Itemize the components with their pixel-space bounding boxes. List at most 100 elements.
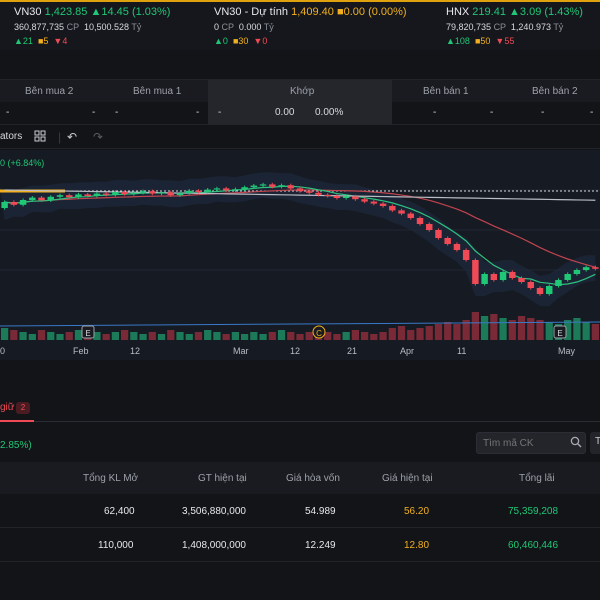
candle-body <box>509 272 516 278</box>
ticker-flat-count: ■50 <box>474 36 491 46</box>
candle-body <box>287 185 294 189</box>
candle-body <box>453 244 461 250</box>
buy1-volume: - <box>196 107 200 118</box>
volume-bar <box>277 330 286 340</box>
volume-bar <box>102 334 110 340</box>
search-icon[interactable] <box>570 436 582 451</box>
x-tick-label: 12 <box>130 346 141 356</box>
volume-bar <box>444 322 452 340</box>
candle-body <box>379 203 387 206</box>
ticker-down-count: ▼0 <box>253 36 268 46</box>
ticker-value: 10,500.528 <box>83 22 129 32</box>
volume-bar <box>379 332 387 340</box>
candle-body <box>555 280 562 286</box>
cell-open-volume: 110,000 <box>98 540 134 551</box>
ticker-vn30-forecast[interactable]: VN30 - Dự tính 1,409.40 ■0.00 (0.00%) 0 … <box>214 6 407 46</box>
header-buy-2: Bên mua 2 <box>25 86 74 97</box>
layout-grid-icon[interactable] <box>34 130 46 145</box>
col-current-price: Giá hiện tại <box>382 473 433 484</box>
order-book-header: Bên mua 2 Bên mua 1 Khớp Bên bán 1 Bên b… <box>0 80 600 125</box>
volume-bar <box>19 332 27 340</box>
cell-current-price: 56.20 <box>404 506 430 517</box>
candle-body <box>222 188 230 191</box>
volume-bar <box>65 332 73 340</box>
ticker-volume-unit: CP <box>66 22 79 32</box>
volume-bar <box>148 332 156 340</box>
candle-body <box>407 213 414 218</box>
volume-bar <box>305 332 313 340</box>
candle-body <box>462 250 470 260</box>
toolbar-divider: | <box>58 130 62 144</box>
candle-body <box>158 192 165 194</box>
candle-body <box>573 270 581 274</box>
header-sell-1: Bên bán 1 <box>423 86 469 97</box>
ticker-name: HNX <box>446 6 470 18</box>
candle-body <box>167 192 174 196</box>
volume-bar <box>213 332 221 340</box>
ticker-up-count: ▲0 <box>214 36 228 46</box>
table-row[interactable]: 110,000 1,408,000,000 12.249 12.80 60,46… <box>0 528 600 562</box>
ticker-value: 1,240.973 <box>510 22 551 32</box>
candle-body <box>315 192 322 195</box>
ticker-vn30[interactable]: VN30 1,423.85 ▲14.45 (1.03%) 360,877,735… <box>14 6 170 46</box>
volume-bar <box>287 332 295 340</box>
chart-x-axis: 0 Feb 12 Mar 12 21 Apr 11 May <box>0 344 600 360</box>
x-tick-label: Mar <box>233 346 249 356</box>
search-input[interactable] <box>476 432 586 454</box>
volume-bar <box>508 320 516 340</box>
ticker-hnx[interactable]: HNX 219.41 ▲3.09 (1.43%) 79,820,735 CP 1… <box>446 6 583 46</box>
match-column-bg <box>208 80 392 125</box>
undo-icon[interactable]: ↶ <box>67 130 78 144</box>
volume-bar <box>121 330 129 340</box>
volume-bar <box>47 332 55 340</box>
candle-body <box>296 188 304 192</box>
tab-holdings[interactable]: giữ <box>0 402 15 413</box>
volume-bar <box>324 332 332 340</box>
candle-body <box>75 194 82 198</box>
ticker-down-count: ▼4 <box>53 36 68 46</box>
ticker-change: ▲3.09 (1.43%) <box>509 6 583 18</box>
indicators-button[interactable]: ators <box>0 131 23 142</box>
x-tick-label: 21 <box>347 346 358 356</box>
candle-body <box>352 196 359 200</box>
volume-bar <box>434 324 443 340</box>
portfolio-change-percent: 2.85%) <box>0 440 32 451</box>
tab-active-indicator <box>0 420 34 422</box>
cell-total-profit: 60,460,446 <box>508 540 559 551</box>
candle-body <box>342 196 350 198</box>
price-chart[interactable]: E C E 0 (+6.84%) <box>0 150 600 360</box>
candle-body <box>536 288 544 294</box>
sell1-price: - <box>433 107 437 118</box>
volume-bar <box>591 324 599 340</box>
volume-bar <box>425 326 433 340</box>
volume-bar <box>250 332 258 340</box>
volume-bar <box>416 328 424 340</box>
volume-bar <box>573 318 581 340</box>
volume-bar <box>361 332 369 340</box>
redo-icon[interactable]: ↷ <box>93 130 104 144</box>
candle-body <box>66 195 73 198</box>
order-book-row: - - - - - 0.00 0.00% - - - - <box>0 102 600 124</box>
candle-body <box>232 189 239 191</box>
ticker-name: VN30 - Dự tính <box>214 6 289 18</box>
candle-body <box>1 202 8 208</box>
volume-bar <box>333 334 341 340</box>
candle-body <box>444 238 451 244</box>
t-button[interactable]: T <box>590 432 600 454</box>
candle-body <box>176 193 184 196</box>
buy1-price: - <box>115 107 119 118</box>
volume-bar <box>268 332 276 340</box>
ticker-up-count: ▲21 <box>14 36 33 46</box>
volume-bar <box>241 334 249 340</box>
chart-toolbar: ators | ↶ ↷ <box>0 124 600 149</box>
volume-bar <box>471 312 479 340</box>
candle-body <box>527 282 534 288</box>
table-row[interactable]: 62,400 3,506,880,000 54.989 56.20 75,359… <box>0 494 600 528</box>
ticker-volume: 360,877,735 <box>14 22 65 32</box>
volume-bar <box>564 320 572 340</box>
candle-body <box>499 272 507 280</box>
sell2-price: - <box>541 107 545 118</box>
volume-bar <box>490 314 498 340</box>
event-marker-box <box>553 325 567 339</box>
volume-bar <box>56 334 64 340</box>
